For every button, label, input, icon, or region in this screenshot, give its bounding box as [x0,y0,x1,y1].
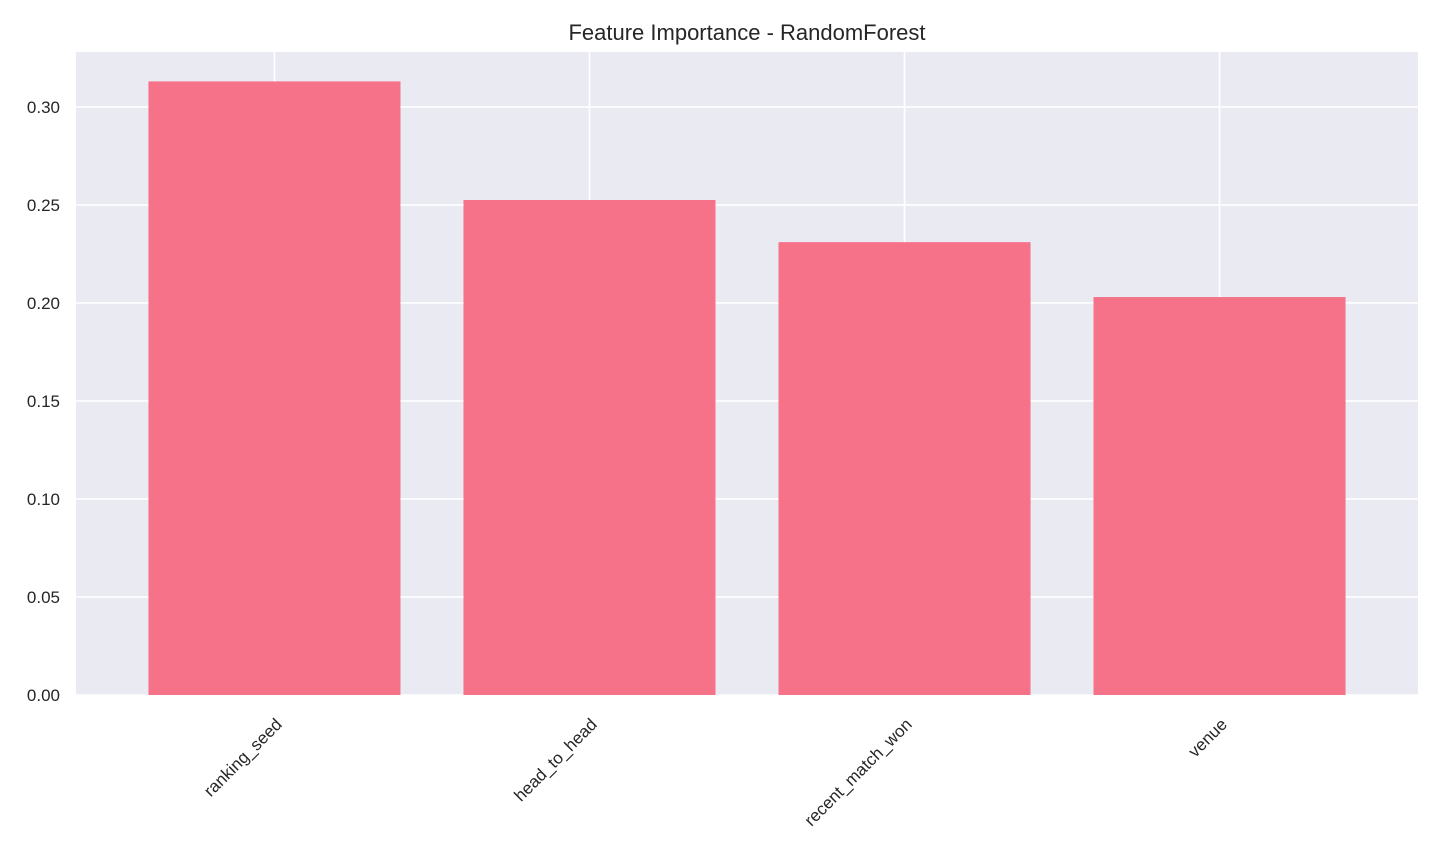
y-tick-label: 0.10 [27,490,60,509]
y-tick-label: 0.05 [27,588,60,607]
bar-head-to-head [463,200,716,695]
x-tick-label: ranking_seed [200,715,286,801]
y-tick-label: 0.20 [27,294,60,313]
bars [148,81,1346,695]
x-tick-label: recent_match_won [801,715,916,830]
y-axis-ticks: 0.00 0.05 0.10 0.15 0.20 0.25 0.30 [27,98,60,705]
bar-ranking-seed [148,81,401,695]
chart-title: Feature Importance - RandomForest [568,20,925,45]
bar-venue [1093,297,1346,695]
bar-recent-match-won [778,242,1031,695]
x-tick-label: venue [1185,715,1231,761]
y-tick-label: 0.15 [27,392,60,411]
x-axis-ticks: ranking_seed head_to_head recent_match_won… [200,715,1231,830]
y-tick-label: 0.25 [27,196,60,215]
y-tick-label: 0.00 [27,686,60,705]
x-tick-label: head_to_head [510,715,600,805]
y-tick-label: 0.30 [27,98,60,117]
